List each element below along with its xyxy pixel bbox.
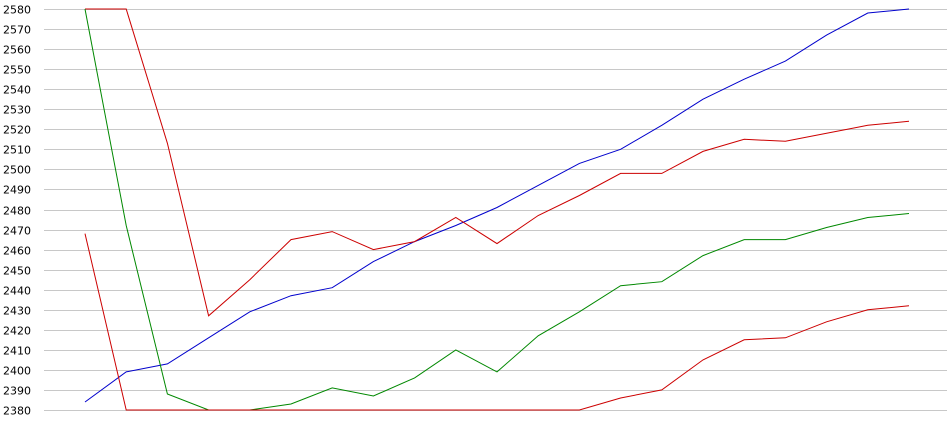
y-tick-label: 2490	[3, 184, 31, 197]
y-tick-label: 2420	[3, 325, 31, 338]
y-tick-label: 2400	[3, 365, 31, 378]
y-tick-label: 2510	[3, 144, 31, 157]
y-tick-label: 2430	[3, 305, 31, 318]
gridlines	[44, 9, 947, 411]
series-line-1	[84, 8, 910, 403]
series-lines	[84, 8, 910, 411]
y-tick-label: 2450	[3, 265, 31, 278]
y-axis-tick-labels: 2380 2390 2400 2410 2420 2430 2440 2450 2460 2470…	[3, 4, 31, 418]
y-tick-label: 2470	[3, 225, 31, 238]
series-line-2	[85, 8, 910, 317]
y-tick-label: 2390	[3, 385, 31, 398]
y-tick-label: 2570	[3, 24, 31, 37]
y-tick-label: 2480	[3, 205, 31, 218]
y-tick-label: 2520	[3, 124, 31, 137]
y-tick-label: 2530	[3, 104, 31, 117]
y-tick-label: 2460	[3, 245, 31, 258]
y-tick-label: 2500	[3, 164, 31, 177]
y-tick-label: 2540	[3, 84, 31, 97]
series-line-4	[84, 233, 910, 411]
y-tick-label: 2380	[3, 405, 31, 418]
y-tick-label: 2550	[3, 64, 31, 77]
y-tick-label: 2410	[3, 345, 31, 358]
y-tick-label: 2560	[3, 44, 31, 57]
y-tick-label: 2440	[3, 285, 31, 298]
y-tick-label: 2580	[3, 4, 31, 17]
